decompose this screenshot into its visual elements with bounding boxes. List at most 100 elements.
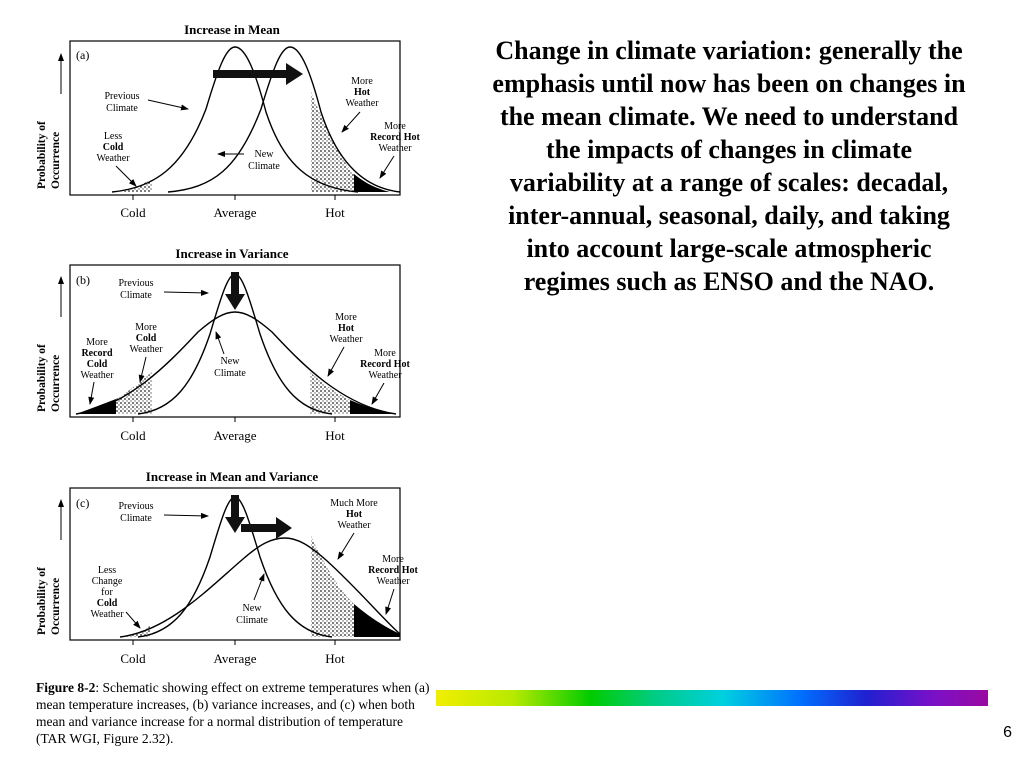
svg-text:Record: Record: [81, 348, 113, 359]
figure-caption: Figure 8-2: Schematic showing effect on …: [36, 679, 436, 747]
svg-text:Record Hot: Record Hot: [368, 565, 418, 576]
panel-c-much-more-hot-label: Much More Hot Weather: [330, 498, 378, 531]
panel-b-previous-climate-label: Previous Climate: [119, 278, 154, 301]
panel-c-label: (c): [76, 496, 89, 510]
svg-text:Weather: Weather: [376, 576, 410, 587]
panel-c-record-hot-shade: [354, 604, 400, 637]
svg-text:Probability of: Probability of: [36, 567, 48, 635]
panel-b-new-climate-label: New Climate: [214, 356, 246, 379]
svg-text:Climate: Climate: [120, 290, 152, 301]
panel-c-new-curve: [119, 537, 401, 638]
panel-b: Increase in Variance (b) Cold Average Ho…: [36, 246, 411, 443]
svg-text:New: New: [221, 356, 241, 367]
svg-text:Weather: Weather: [329, 334, 363, 345]
svg-text:Cold: Cold: [103, 142, 124, 153]
panel-b-y-label: Probability of Occurrence: [36, 344, 62, 412]
panel-c-tick-cold: Cold: [120, 651, 146, 666]
panel-a-previous-climate-label: Previous Climate: [105, 91, 140, 114]
svg-text:Occurrence: Occurrence: [50, 132, 62, 189]
svg-text:for: for: [101, 587, 113, 598]
panel-b-record-hot-label: More Record Hot Weather: [360, 348, 410, 381]
svg-text:Climate: Climate: [236, 615, 268, 626]
panel-b-tick-cold: Cold: [120, 428, 146, 443]
panel-c-cold-shade: [126, 626, 150, 637]
panel-b-label: (b): [76, 273, 90, 287]
svg-text:More: More: [374, 348, 396, 359]
svg-text:Previous: Previous: [119, 501, 154, 512]
caption-text: : Schematic showing effect on extreme te…: [36, 680, 430, 746]
panel-c-left-tail-label: Less Change for Cold Weather: [90, 565, 124, 620]
svg-text:Climate: Climate: [214, 368, 246, 379]
svg-text:Weather: Weather: [96, 153, 130, 164]
panel-b-new-curve: [75, 311, 397, 415]
svg-text:Weather: Weather: [80, 370, 114, 381]
panel-a-tick-average: Average: [213, 205, 256, 220]
svg-text:Occurrence: Occurrence: [50, 355, 62, 412]
svg-text:New: New: [243, 603, 263, 614]
svg-text:Cold: Cold: [97, 598, 118, 609]
svg-text:Weather: Weather: [345, 98, 379, 109]
svg-text:More: More: [384, 121, 406, 132]
climate-figure-svg: Increase in Mean (a) Cold Average Hot Pr…: [36, 22, 421, 666]
svg-text:Hot: Hot: [354, 87, 371, 98]
caption-label: Figure 8-2: [36, 680, 96, 695]
panel-b-title: Increase in Variance: [175, 246, 288, 261]
panel-c-hot-shade: [311, 536, 354, 637]
panel-b-cold-shade: [116, 372, 152, 414]
svg-text:Climate: Climate: [248, 161, 280, 172]
svg-text:Hot: Hot: [346, 509, 363, 520]
panel-b-record-cold-shade: [76, 399, 116, 414]
panel-c-tick-average: Average: [213, 651, 256, 666]
svg-text:New: New: [255, 149, 275, 160]
panel-c-mean-arrow: [241, 517, 292, 539]
svg-text:Change: Change: [92, 576, 123, 587]
panel-b-more-hot-label: More Hot Weather: [329, 312, 363, 345]
panel-c-y-label: Probability of Occurrence: [36, 567, 62, 635]
panel-b-shift-arrow: [225, 272, 245, 310]
panel-c: Increase in Mean and Variance (c) Cold A…: [36, 469, 419, 666]
panel-b-hot-shade: [310, 372, 350, 414]
svg-text:Much More: Much More: [330, 498, 378, 509]
svg-text:More: More: [335, 312, 357, 323]
panel-a-tick-cold: Cold: [120, 205, 146, 220]
svg-text:Record Hot: Record Hot: [360, 359, 410, 370]
panel-a-label: (a): [76, 48, 89, 62]
svg-text:Weather: Weather: [368, 370, 402, 381]
svg-text:More: More: [135, 322, 157, 333]
svg-text:Climate: Climate: [106, 103, 138, 114]
panel-a-left-tail-label: Less Cold Weather: [96, 131, 130, 164]
svg-text:Weather: Weather: [378, 143, 412, 154]
panel-a-record-hot-shade: [354, 174, 390, 192]
svg-text:Weather: Weather: [337, 520, 371, 531]
panel-a-record-hot-label: More Record Hot Weather: [370, 121, 420, 154]
svg-text:More: More: [382, 554, 404, 565]
panel-a-y-label: Probability of Occurrence: [36, 121, 62, 189]
panel-a-more-hot-label: More Hot Weather: [345, 76, 379, 109]
svg-text:Less: Less: [104, 131, 122, 142]
svg-text:Probability of: Probability of: [36, 344, 48, 412]
panel-a-new-curve: [167, 46, 401, 193]
panel-c-record-hot-label: More Record Hot Weather: [368, 554, 418, 587]
svg-text:Previous: Previous: [119, 278, 154, 289]
panel-c-title: Increase in Mean and Variance: [146, 469, 319, 484]
panel-a-title: Increase in Mean: [184, 22, 281, 37]
panel-a: Increase in Mean (a) Cold Average Hot Pr…: [36, 22, 421, 220]
panel-b-record-hot-shade: [350, 400, 396, 414]
svg-text:More: More: [351, 76, 373, 87]
slide-body-text: Change in climate variation: generally t…: [492, 36, 966, 296]
svg-text:Record Hot: Record Hot: [370, 132, 420, 143]
svg-text:Hot: Hot: [338, 323, 355, 334]
panel-a-tick-hot: Hot: [325, 205, 345, 220]
svg-text:Previous: Previous: [105, 91, 140, 102]
svg-text:Weather: Weather: [129, 344, 163, 355]
page-number: 6: [1003, 724, 1012, 741]
panel-c-previous-climate-label: Previous Climate: [119, 501, 154, 524]
panel-b-more-cold-label: More Cold Weather: [129, 322, 163, 355]
svg-text:Less: Less: [98, 565, 116, 576]
rainbow-divider-bar: [436, 690, 988, 706]
climate-figure: Increase in Mean (a) Cold Average Hot Pr…: [28, 14, 438, 704]
panel-b-tick-hot: Hot: [325, 428, 345, 443]
svg-text:Probability of: Probability of: [36, 121, 48, 189]
panel-b-tick-average: Average: [213, 428, 256, 443]
panel-b-record-cold-label: More Record Cold Weather: [80, 337, 114, 381]
